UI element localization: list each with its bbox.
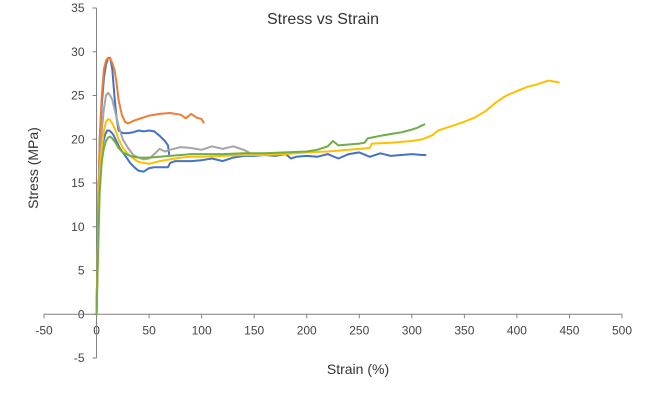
series-line-2 — [95, 56, 171, 316]
series-line-1 — [95, 129, 427, 316]
x-tick-label: -50 — [35, 323, 53, 337]
chart-title: Stress vs Strain — [267, 11, 379, 28]
x-tick-label: 200 — [297, 323, 317, 337]
x-tick-label: 400 — [507, 323, 527, 337]
series-lines — [95, 56, 560, 316]
x-tick-label: 100 — [192, 323, 212, 337]
y-tick-label: 10 — [71, 220, 85, 234]
y-axis-title: Stress (MPa) — [25, 127, 41, 209]
y-tick-label: 35 — [71, 1, 85, 15]
series-line-6 — [95, 123, 426, 316]
x-tick-label: 350 — [454, 323, 474, 337]
y-tick-label: 30 — [71, 45, 85, 59]
y-tick-label: -5 — [74, 351, 85, 365]
y-tick-label: 15 — [71, 176, 85, 190]
x-axis-title: Strain (%) — [327, 361, 389, 377]
series-line-4 — [95, 91, 250, 316]
x-tick-label: 500 — [612, 323, 632, 337]
x-tick-label: 50 — [142, 323, 156, 337]
x-tick-label: 450 — [559, 323, 579, 337]
x-tick-label: 150 — [244, 323, 264, 337]
y-tick-label: 20 — [71, 132, 85, 146]
y-tick-label: 5 — [78, 264, 85, 278]
x-axis-ticks: -50050100150200250300350400450500 — [35, 314, 632, 337]
x-tick-label: 300 — [402, 323, 422, 337]
series-line-3 — [95, 56, 205, 316]
x-tick-label: 250 — [349, 323, 369, 337]
series-line-5 — [95, 79, 560, 316]
y-tick-label: 25 — [71, 89, 85, 103]
